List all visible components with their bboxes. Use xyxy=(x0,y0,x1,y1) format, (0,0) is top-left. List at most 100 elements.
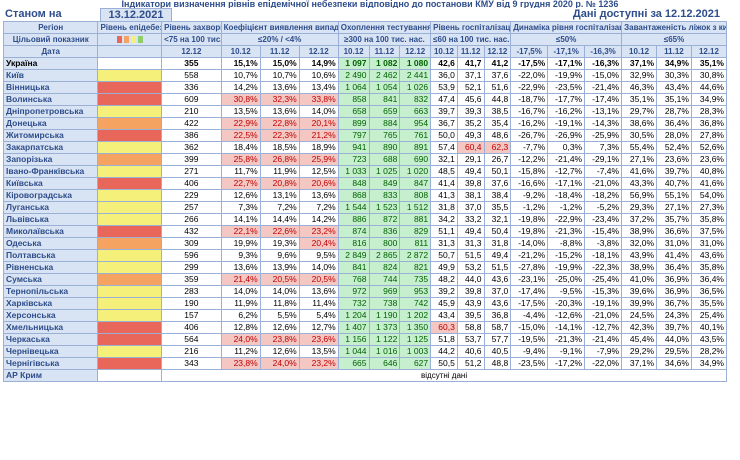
dyn-value: -15,0% xyxy=(510,321,549,334)
oxy-value: 36,4% xyxy=(690,273,728,286)
testing-value: 821 xyxy=(399,261,432,274)
testing-value: 808 xyxy=(399,189,432,202)
hosp-value: 43,6 xyxy=(483,273,512,286)
level-cell xyxy=(97,201,163,214)
coef-value: 14,4% xyxy=(259,213,300,226)
coef-value: 24,0% xyxy=(220,333,261,346)
table-row: Черкаська 564 24,0% 23,8% 23,6% 1 156 1 122 1 1… xyxy=(2,333,728,346)
hosp-value: 51,5 xyxy=(456,249,485,262)
incidence-value: 355 xyxy=(161,57,222,70)
region-name: Закарпатська xyxy=(2,141,99,154)
dyn-value: -1,2% xyxy=(510,201,549,214)
hosp-value: 39,7 xyxy=(430,105,458,118)
dyn-value: -19,9% xyxy=(547,69,586,82)
oxy-value: 29,5% xyxy=(656,345,692,358)
region-name: Чернігівська xyxy=(2,357,99,370)
level-cell xyxy=(97,321,163,334)
oxy-value: 44,6% xyxy=(690,81,728,94)
dyn-value: 7,3% xyxy=(584,141,623,154)
oxy-value: 37,1% xyxy=(621,57,658,70)
col-region: Регіон xyxy=(2,21,99,34)
coef-value: 10,6% xyxy=(298,69,339,82)
hosp-value: 32,1 xyxy=(430,153,458,166)
testing-value: 886 xyxy=(337,213,370,226)
hosp-value: 41,2 xyxy=(483,57,512,70)
hosp-value: 49,9 xyxy=(430,261,458,274)
table-row: Запорізька 399 25,8% 26,8% 25,9% 723 688 690 32,… xyxy=(2,153,728,166)
hosp-value: 39,8 xyxy=(456,177,485,190)
testing-value: 874 xyxy=(337,225,370,238)
oxy-date: 12.12 xyxy=(690,45,728,58)
dyn-value: -16,2% xyxy=(510,117,549,130)
incidence-value: 399 xyxy=(161,153,222,166)
hosp-value: 38,5 xyxy=(483,105,512,118)
level-cell xyxy=(97,249,163,262)
coef-value: 5,5% xyxy=(259,309,300,322)
dyn-value: -3,8% xyxy=(584,237,623,250)
testing-value: 1 020 xyxy=(399,165,432,178)
hosp-value: 40,6 xyxy=(456,345,485,358)
coef-value: 13,6% xyxy=(259,81,300,94)
oxy-value: 44,0% xyxy=(656,333,692,346)
testing-value: 884 xyxy=(368,117,401,130)
hosp-value: 58,7 xyxy=(483,321,512,334)
oxy-value: 43,4% xyxy=(656,81,692,94)
coef-value: 12,7% xyxy=(298,321,339,334)
oxy-value: 55,4% xyxy=(621,141,658,154)
oxy-value: 41,4% xyxy=(656,249,692,262)
hosp-value: 35,5 xyxy=(483,201,512,214)
dyn-value: -22,0% xyxy=(584,357,623,370)
level-cell xyxy=(97,189,163,202)
hosp-value: 51,2 xyxy=(456,357,485,370)
oxy-value: 36,6% xyxy=(656,225,692,238)
dyn-value: -14,3% xyxy=(584,117,623,130)
hosp-value: 35,4 xyxy=(483,117,512,130)
testing-value: 797 xyxy=(337,129,370,142)
oxy-value: 35,8% xyxy=(690,261,728,274)
table-row: Хмельницька 406 12,8% 12,6% 12,7% 1 407 1 373 1… xyxy=(2,321,728,334)
testing-value: 1 033 xyxy=(337,165,370,178)
region-name: Тернопільська xyxy=(2,285,99,298)
oxy-value: 39,6% xyxy=(621,285,658,298)
date-bar: Станом на 13.12.2021 Дані доступні за 12… xyxy=(0,8,740,22)
dyn-value: -18,4% xyxy=(547,189,586,202)
dyn-value: -26,7% xyxy=(510,129,549,142)
hosp-value: 60,3 xyxy=(430,321,458,334)
table-row: Одеська 309 19,9% 19,3% 20,4% 816 800 811 31,3 31… xyxy=(2,237,728,250)
hosp-value: 50,4 xyxy=(483,225,512,238)
hosp-value: 48,5 xyxy=(430,165,458,178)
hosp-value: 37,1 xyxy=(456,69,485,82)
region-name: Полтавська xyxy=(2,249,99,262)
coef-value: 14,9% xyxy=(298,57,339,70)
level-cell xyxy=(97,297,163,310)
hosp-value: 50,0 xyxy=(430,129,458,142)
oxy-value: 38,6% xyxy=(621,117,658,130)
region-name: Миколаївська xyxy=(2,225,99,238)
testing-value: 824 xyxy=(368,261,401,274)
coef-value: 18,4% xyxy=(220,141,261,154)
hosp-value: 60,4 xyxy=(456,141,485,154)
coef-value: 15,0% xyxy=(259,57,300,70)
oxy-value: 41,6% xyxy=(621,165,658,178)
dyn-value: -22,9% xyxy=(510,81,549,94)
hosp-value: 36,7 xyxy=(430,117,458,130)
incidence-value: 190 xyxy=(161,297,222,310)
testing-date: 11.12 xyxy=(368,45,401,58)
coef-value: 13,5% xyxy=(220,105,261,118)
incidence-value: 299 xyxy=(161,261,222,274)
hosp-value: 37,6 xyxy=(483,69,512,82)
coef-value: 22,1% xyxy=(220,225,261,238)
coef-value: 25,9% xyxy=(298,153,339,166)
hosp-value: 50,1 xyxy=(483,165,512,178)
testing-value: 1 204 xyxy=(337,309,370,322)
hosp-value: 39,3 xyxy=(456,105,485,118)
hosp-value: 39,5 xyxy=(456,309,485,322)
table-row: Івано-Франківська 271 11,7% 11,9% 12,5% 1 033… xyxy=(2,165,728,178)
region-name: Кіровоградська xyxy=(2,189,99,202)
hosp-value: 36,8 xyxy=(483,309,512,322)
level-cell xyxy=(97,117,163,130)
hosp-value: 37,0 xyxy=(456,201,485,214)
coef-value: 12,8% xyxy=(220,321,261,334)
coef-value: 14,0% xyxy=(220,285,261,298)
table-row: Донецька 422 22,9% 22,8% 20,1% 899 884 954 36,7 3… xyxy=(2,117,728,130)
